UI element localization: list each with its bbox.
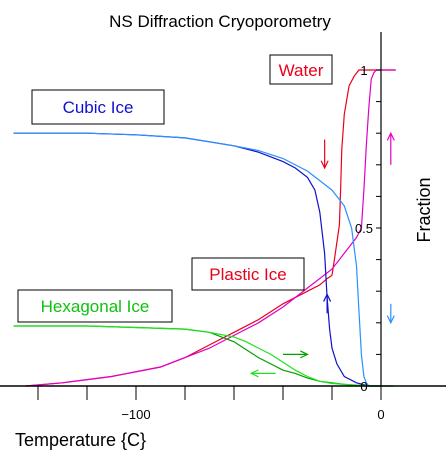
- y-tick-label: 0.5: [355, 221, 373, 236]
- direction-arrow-3: [323, 292, 332, 314]
- legend-hexagonal-ice-label: Hexagonal Ice: [41, 297, 150, 316]
- y-ticks: 00.51: [355, 63, 381, 394]
- legend-cubic-ice: Cubic Ice: [31, 89, 165, 125]
- series-hex_warming: [13, 325, 394, 387]
- direction-arrow-1: [320, 139, 329, 170]
- series-hex_cooling: [13, 325, 394, 387]
- legend-water-label: Water: [279, 61, 324, 80]
- x-axis-label: Temperature {C}: [15, 430, 146, 450]
- series-plastic_warming: [25, 227, 362, 387]
- x-ticks: −100 0: [37, 386, 385, 422]
- series-water_warming: [360, 69, 396, 229]
- direction-arrows: [249, 131, 395, 378]
- legend-water: Water: [269, 54, 333, 85]
- legend-cubic-ice-label: Cubic Ice: [63, 98, 134, 117]
- direction-arrow-2: [386, 131, 395, 165]
- x-tick-label: 0: [377, 407, 384, 422]
- series-cubic_warming: [13, 132, 381, 387]
- legend-hexagonal-ice: Hexagonal Ice: [17, 289, 173, 323]
- chart-title: NS Diffraction Cryoporometry: [109, 12, 331, 31]
- y-axis-label: Fraction: [414, 177, 434, 242]
- direction-arrow-5: [283, 350, 309, 359]
- series-water_cooling: [331, 69, 396, 276]
- x-tick-label: −100: [121, 407, 150, 422]
- legend-plastic-ice: Plastic Ice: [191, 257, 305, 291]
- direction-arrow-6: [249, 369, 276, 378]
- y-tick-label: 1: [360, 63, 367, 78]
- y-tick-label: 0: [360, 379, 367, 394]
- direction-arrow-4: [386, 303, 395, 325]
- series-lines: [13, 69, 396, 387]
- legend-plastic-ice-label: Plastic Ice: [209, 265, 286, 284]
